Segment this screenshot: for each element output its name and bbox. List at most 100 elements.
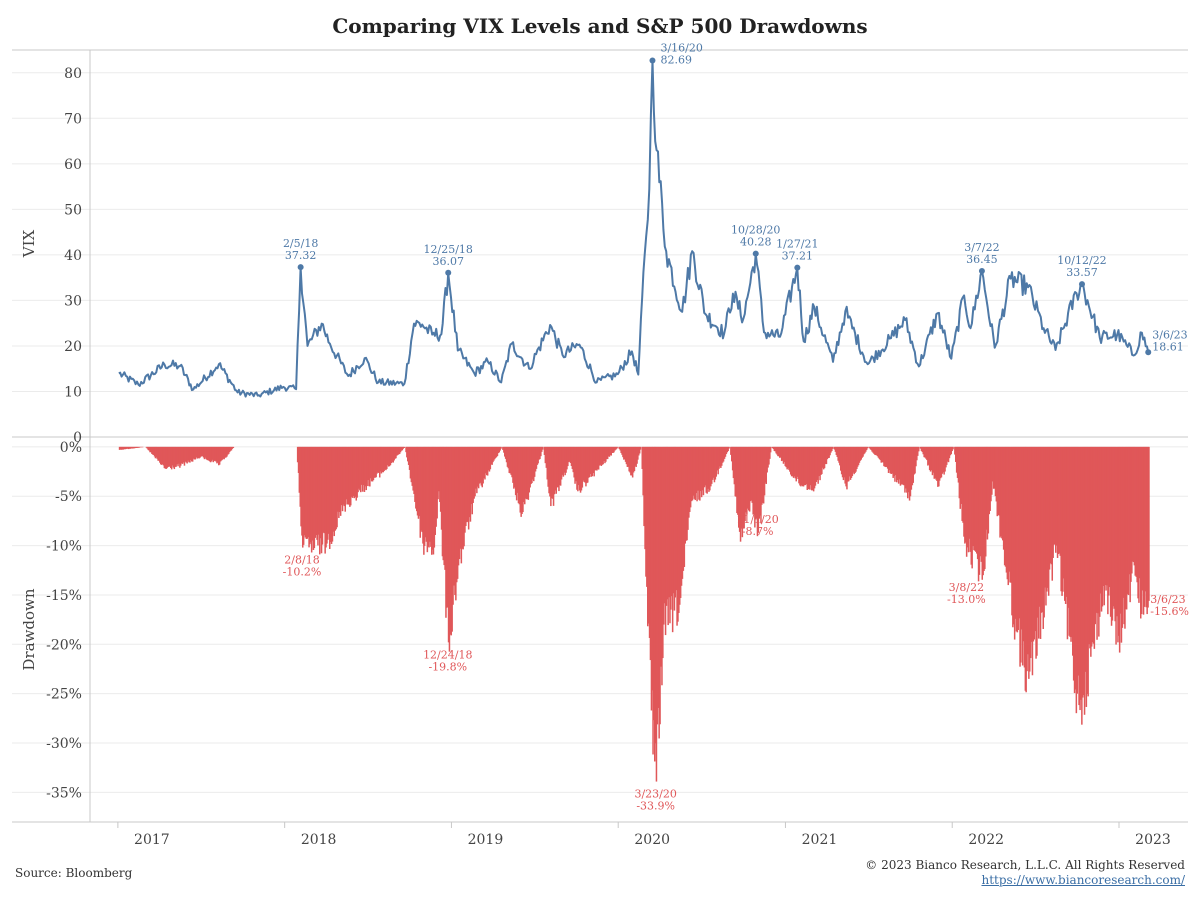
drawdown-bar [1141, 446, 1144, 591]
drawdown-bar [451, 446, 453, 632]
drawdown-bar [861, 446, 863, 458]
drawdown-bar [649, 446, 652, 661]
drawdown-bar [1055, 446, 1057, 553]
drawdown-bar [523, 446, 525, 502]
drawdown-bar [541, 446, 544, 450]
drawdown-bar [348, 446, 350, 505]
drawdown-bar [938, 446, 940, 487]
drawdown-bar [414, 446, 416, 502]
drawdown-bar [820, 446, 822, 475]
drawdown-bar [133, 446, 135, 449]
drawdown-bar [790, 446, 793, 477]
drawdown-bar [557, 446, 559, 488]
drawdown-bar [1101, 446, 1104, 607]
drawdown-bar [759, 446, 761, 516]
drawdown-bar [172, 446, 175, 468]
drawdown-bar [1127, 446, 1130, 595]
drawdown-bar [1129, 446, 1131, 603]
drawdown-bar [827, 446, 830, 459]
drawdown-bar [1044, 446, 1046, 588]
drawdown-bar [546, 446, 549, 480]
drawdown-bar [1118, 446, 1120, 636]
drawdown-bar [1003, 446, 1006, 566]
vix-peak-marker [1145, 349, 1152, 356]
drawdown-bar [1061, 446, 1063, 596]
drawdown-bar [814, 446, 817, 486]
drawdown-bar [315, 446, 317, 536]
drawdown-bar [1095, 446, 1097, 613]
drawdown-bar [494, 446, 497, 458]
drawdown-bar [1078, 446, 1080, 706]
drawdown-bar [345, 446, 347, 500]
drawdown-bar [937, 446, 939, 487]
drawdown-bar [601, 446, 604, 465]
drawdown-bar [121, 446, 124, 450]
drawdown-bar [702, 446, 705, 496]
drawdown-bar [304, 446, 307, 538]
drawdown-bar [624, 446, 627, 462]
drawdown-bar [125, 446, 127, 450]
drawdown-bar [932, 446, 935, 473]
drawdown-bar [1048, 446, 1051, 570]
drawdown-bar [1133, 446, 1136, 566]
drawdown-bar [352, 446, 355, 496]
drawdown-bar [1091, 446, 1094, 643]
drawdown-bar [452, 446, 454, 605]
drawdown-bar [638, 446, 640, 456]
drawdown-bar [424, 446, 427, 538]
drawdown-bar [232, 446, 235, 448]
drawdown-bar [564, 446, 566, 476]
drawdown-annotation-date: 3/23/20 [634, 788, 676, 801]
drawdown-bar [834, 446, 837, 452]
y-tick-label: -30% [46, 736, 82, 752]
drawdown-bar [1083, 446, 1086, 715]
drawdown-bar [936, 446, 938, 481]
x-tick-label: 2019 [468, 832, 504, 848]
drawdown-bar [1085, 446, 1088, 707]
drawdown-bar [805, 446, 808, 485]
drawdown-bar [1059, 446, 1062, 556]
drawdown-bar [939, 446, 942, 479]
drawdown-bar [1093, 446, 1096, 649]
drawdown-bar [439, 446, 441, 502]
drawdown-bar [928, 446, 930, 465]
drawdown-bar [606, 446, 609, 460]
drawdown-bar [914, 446, 916, 474]
drawdown-bar [758, 446, 761, 519]
drawdown-bar [1139, 446, 1141, 579]
drawdown-bar [226, 446, 228, 457]
drawdown-bar [543, 446, 546, 455]
drawdown-bar [521, 446, 523, 514]
drawdown-bar [713, 446, 716, 483]
drawdown-bar [865, 446, 867, 452]
drawdown-bar [830, 446, 832, 453]
drawdown-bar [943, 446, 945, 475]
drawdown-bar [180, 446, 183, 464]
vix-annotation-value: 37.32 [285, 249, 317, 262]
drawdown-bar [1028, 446, 1030, 679]
drawdown-bar [178, 446, 180, 464]
drawdown-bar [465, 446, 467, 526]
drawdown-bar [318, 446, 320, 535]
drawdown-bar [711, 446, 714, 480]
drawdown-bar [1125, 446, 1127, 610]
drawdown-bar [1066, 446, 1069, 640]
drawdown-bar [923, 446, 925, 458]
drawdown-bar [738, 446, 741, 532]
drawdown-bar [620, 446, 622, 453]
drawdown-bar [613, 446, 615, 453]
drawdown-bar [205, 446, 208, 460]
drawdown-bar [502, 446, 504, 450]
drawdown-annotation-date: 12/24/18 [423, 648, 472, 661]
drawdown-bar [907, 446, 909, 499]
drawdown-bar [1082, 446, 1084, 698]
drawdown-bar [179, 446, 181, 468]
drawdown-bar [374, 446, 377, 478]
drawdown-bar [533, 446, 536, 477]
drawdown-bar [802, 446, 805, 487]
website-link[interactable]: https://www.biancoresearch.com/ [981, 873, 1185, 887]
drawdown-bar [577, 446, 579, 492]
drawdown-bar [874, 446, 876, 455]
drawdown-bar [207, 446, 209, 461]
drawdown-bar [407, 446, 409, 462]
